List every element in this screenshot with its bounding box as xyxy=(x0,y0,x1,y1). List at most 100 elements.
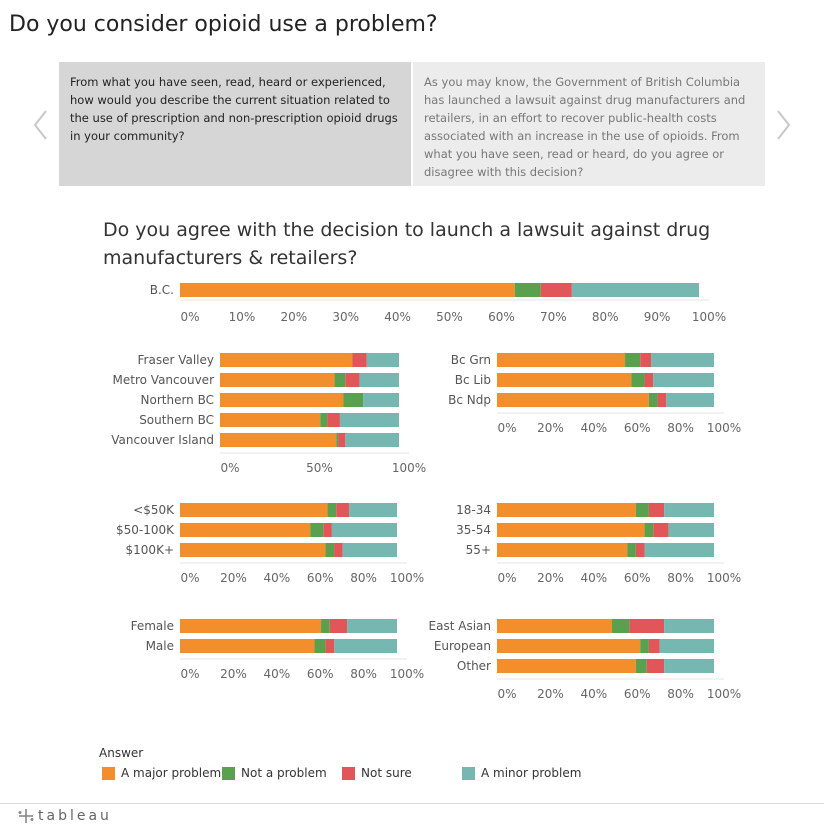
bar-segment-notsure[interactable] xyxy=(648,639,660,653)
bar-segment-notsure[interactable] xyxy=(648,503,665,517)
bar-segment-not[interactable] xyxy=(310,523,324,537)
legend-item-minor-problem[interactable]: A minor problem xyxy=(462,766,581,780)
bar-segment-minor[interactable] xyxy=(339,413,399,427)
bar-segment-minor[interactable] xyxy=(666,393,714,407)
tableau-logo[interactable]: tableau xyxy=(16,808,112,824)
bar-segment-not[interactable] xyxy=(336,433,339,447)
bar-segment-notsure[interactable] xyxy=(646,659,665,673)
bar-segment-notsure[interactable] xyxy=(336,503,350,517)
bar-segment-minor[interactable] xyxy=(651,353,714,367)
bar-segment-minor[interactable] xyxy=(644,543,714,557)
bar-segment-not[interactable] xyxy=(327,503,337,517)
bar-segment-major[interactable] xyxy=(497,619,613,633)
bar-segment-major[interactable] xyxy=(180,503,328,517)
bar-segment-major[interactable] xyxy=(497,373,632,387)
row-label: Vancouver Island xyxy=(111,433,214,447)
bar-segment-not[interactable] xyxy=(627,543,636,557)
bar-segment-major[interactable] xyxy=(497,543,628,557)
tick-label: 60% xyxy=(624,571,651,585)
bar-segment-not[interactable] xyxy=(648,393,658,407)
bar-segment-notsure[interactable] xyxy=(345,373,360,387)
story-carousel: From what you have seen, read, heard or … xyxy=(59,62,765,186)
tick-label: 20% xyxy=(537,687,564,701)
bar-segment-minor[interactable] xyxy=(331,523,397,537)
bar-segment-major[interactable] xyxy=(220,373,335,387)
bar-segment-major[interactable] xyxy=(497,523,645,537)
bar-segment-not[interactable] xyxy=(320,413,328,427)
bar-segment-major[interactable] xyxy=(180,523,311,537)
bar-segment-major[interactable] xyxy=(180,283,515,297)
bar-segment-notsure[interactable] xyxy=(352,353,367,367)
bar-segment-not[interactable] xyxy=(635,659,647,673)
bar-segment-not[interactable] xyxy=(631,373,645,387)
footer-divider xyxy=(0,803,824,804)
bar-segment-minor[interactable] xyxy=(664,659,714,673)
bar-segment-not[interactable] xyxy=(325,543,335,557)
bar-segment-notsure[interactable] xyxy=(540,283,572,297)
legend-item-not-a-problem[interactable]: Not a problem xyxy=(222,766,327,780)
bar-segment-notsure[interactable] xyxy=(338,433,346,447)
bar-segment-not[interactable] xyxy=(640,639,649,653)
bar-segment-notsure[interactable] xyxy=(325,639,335,653)
bar-segment-minor[interactable] xyxy=(653,373,714,387)
bar-segment-major[interactable] xyxy=(220,413,321,427)
bar-segment-not[interactable] xyxy=(612,619,630,633)
story-point-1[interactable]: From what you have seen, read, heard or … xyxy=(59,62,411,186)
bar-segment-minor[interactable] xyxy=(664,503,714,517)
bar-segment-major[interactable] xyxy=(497,639,641,653)
bar-segment-major[interactable] xyxy=(497,393,649,407)
tick-label: 20% xyxy=(220,571,247,585)
bar-segment-notsure[interactable] xyxy=(629,619,665,633)
tick-label: 100% xyxy=(707,571,741,585)
bar-segment-major[interactable] xyxy=(180,619,322,633)
bar-segment-not[interactable] xyxy=(514,283,541,297)
tick-label: 60% xyxy=(624,687,651,701)
bar-segment-minor[interactable] xyxy=(571,283,700,297)
bar-segment-minor[interactable] xyxy=(349,503,397,517)
bar-segment-minor[interactable] xyxy=(334,639,397,653)
chevron-left-icon[interactable] xyxy=(31,108,51,142)
bar-segment-notsure[interactable] xyxy=(635,543,645,557)
bar-segment-notsure[interactable] xyxy=(644,373,654,387)
chevron-right-icon[interactable] xyxy=(773,108,793,142)
legend-item-major-problem[interactable]: A major problem xyxy=(102,766,221,780)
bar-segment-not[interactable] xyxy=(635,503,649,517)
bar-segment-major[interactable] xyxy=(180,543,326,557)
bar-segment-not[interactable] xyxy=(321,619,330,633)
bar-segment-notsure[interactable] xyxy=(653,523,669,537)
bar-segment-major[interactable] xyxy=(497,659,636,673)
bar-segment-notsure[interactable] xyxy=(657,393,667,407)
bar-segment-major[interactable] xyxy=(220,393,344,407)
bar-segment-notsure[interactable] xyxy=(640,353,652,367)
story-point-2[interactable]: As you may know, the Government of Briti… xyxy=(413,62,765,186)
bar-segment-notsure[interactable] xyxy=(329,619,348,633)
legend-label: Not a problem xyxy=(241,766,327,780)
bar-segment-major[interactable] xyxy=(497,353,626,367)
bar-segment-not[interactable] xyxy=(314,639,326,653)
bar-segment-notsure[interactable] xyxy=(334,543,343,557)
legend-item-not-sure[interactable]: Not sure xyxy=(342,766,412,780)
bar-segment-not[interactable] xyxy=(334,373,346,387)
tick-label: 80% xyxy=(667,571,694,585)
bar-segment-notsure[interactable] xyxy=(327,413,340,427)
bar-segment-minor[interactable] xyxy=(342,543,397,557)
bar-segment-not[interactable] xyxy=(644,523,654,537)
bar-segment-minor[interactable] xyxy=(366,353,399,367)
bar-segment-not[interactable] xyxy=(343,393,364,407)
bar-segment-major[interactable] xyxy=(220,353,353,367)
bar-segment-major[interactable] xyxy=(220,433,337,447)
bar-segment-minor[interactable] xyxy=(359,373,399,387)
bar-segment-minor[interactable] xyxy=(668,523,714,537)
bar-segment-notsure[interactable] xyxy=(323,523,332,537)
bar-segment-major[interactable] xyxy=(497,503,636,517)
bar-segment-not[interactable] xyxy=(625,353,641,367)
bar-segment-minor[interactable] xyxy=(664,619,714,633)
page-title: Do you consider opioid use a problem? xyxy=(9,12,438,37)
tick-label: 80% xyxy=(592,310,619,324)
tick-label: 100% xyxy=(390,571,424,585)
bar-segment-minor[interactable] xyxy=(363,393,399,407)
bar-segment-minor[interactable] xyxy=(659,639,714,653)
bar-segment-minor[interactable] xyxy=(345,433,399,447)
bar-segment-major[interactable] xyxy=(180,639,315,653)
bar-segment-minor[interactable] xyxy=(347,619,397,633)
